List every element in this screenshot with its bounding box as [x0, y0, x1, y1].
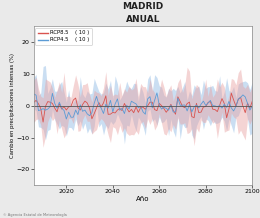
Y-axis label: Cambio en precipitaciones intensas (%): Cambio en precipitaciones intensas (%) — [10, 53, 15, 158]
X-axis label: Año: Año — [136, 196, 150, 202]
Legend: RCP8.5    ( 10 ), RCP4.5    ( 10 ): RCP8.5 ( 10 ), RCP4.5 ( 10 ) — [35, 28, 92, 45]
Text: © Agencia Estatal de Meteorología: © Agencia Estatal de Meteorología — [3, 213, 67, 217]
Title: MADRID
ANUAL: MADRID ANUAL — [122, 2, 164, 24]
